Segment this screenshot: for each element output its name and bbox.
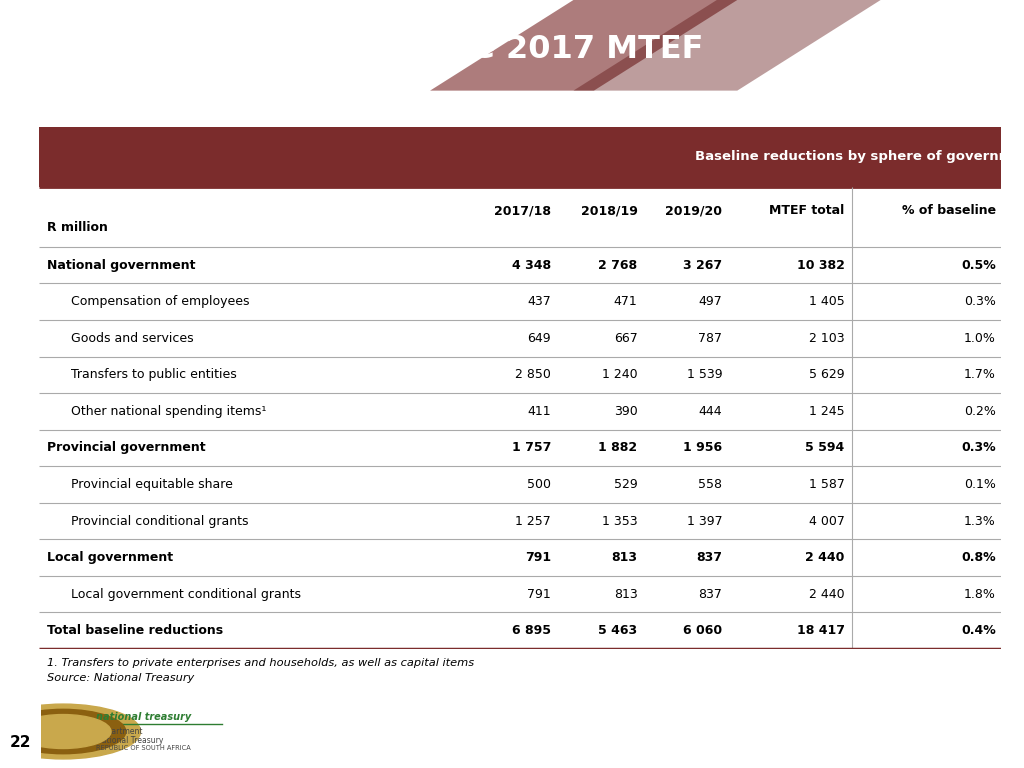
Text: 1 405: 1 405: [809, 295, 845, 308]
Circle shape: [15, 714, 111, 749]
Text: 3 267: 3 267: [683, 259, 722, 272]
Text: 5 594: 5 594: [805, 442, 845, 455]
Text: 437: 437: [527, 295, 551, 308]
Text: 390: 390: [613, 405, 638, 418]
Text: Source: National Treasury: Source: National Treasury: [47, 673, 194, 683]
Text: 2 440: 2 440: [809, 588, 845, 601]
Text: 2 440: 2 440: [805, 551, 845, 564]
Text: 1 257: 1 257: [515, 515, 551, 528]
Text: national treasury: national treasury: [96, 711, 191, 721]
Text: 0.3%: 0.3%: [962, 442, 995, 455]
Text: Provincial conditional grants: Provincial conditional grants: [71, 515, 248, 528]
Text: 1 240: 1 240: [602, 369, 638, 381]
Text: 1.3%: 1.3%: [964, 515, 995, 528]
Text: 4 007: 4 007: [809, 515, 845, 528]
Text: 1 882: 1 882: [598, 442, 638, 455]
Bar: [39, 127, 1001, 187]
Text: Compensation of employees: Compensation of employees: [71, 295, 249, 308]
Text: National Treasury: National Treasury: [96, 736, 164, 744]
Text: 649: 649: [527, 332, 551, 345]
Text: 5 463: 5 463: [598, 624, 638, 637]
Text: 2 768: 2 768: [598, 259, 638, 272]
Text: Department: Department: [96, 727, 142, 736]
Text: 529: 529: [613, 478, 638, 491]
Text: 667: 667: [613, 332, 638, 345]
Circle shape: [0, 710, 126, 753]
Text: Provincial government: Provincial government: [47, 442, 205, 455]
Text: 791: 791: [527, 588, 551, 601]
Text: Other national spending items¹: Other national spending items¹: [71, 405, 266, 418]
Text: 1 539: 1 539: [687, 369, 722, 381]
Text: 497: 497: [698, 295, 722, 308]
Text: 813: 813: [611, 551, 638, 564]
Text: 1 587: 1 587: [809, 478, 845, 491]
Text: 0.5%: 0.5%: [961, 259, 995, 272]
Text: Local government conditional grants: Local government conditional grants: [71, 588, 301, 601]
Polygon shape: [573, 0, 881, 91]
Text: REPUBLIC OF SOUTH AFRICA: REPUBLIC OF SOUTH AFRICA: [96, 746, 191, 752]
Text: 2019/20: 2019/20: [666, 204, 722, 217]
Text: Provincial equitable share: Provincial equitable share: [71, 478, 232, 491]
Text: 18 417: 18 417: [797, 624, 845, 637]
Text: 787: 787: [698, 332, 722, 345]
Text: 0.4%: 0.4%: [961, 624, 995, 637]
Text: Local government: Local government: [47, 551, 173, 564]
Text: 0.1%: 0.1%: [964, 478, 995, 491]
Text: 1 757: 1 757: [512, 442, 551, 455]
Text: 471: 471: [613, 295, 638, 308]
Text: 1 353: 1 353: [602, 515, 638, 528]
Text: 558: 558: [698, 478, 722, 491]
Text: 0.2%: 0.2%: [964, 405, 995, 418]
Text: 0.3%: 0.3%: [964, 295, 995, 308]
Text: 837: 837: [698, 588, 722, 601]
Text: Total baseline reductions: Total baseline reductions: [47, 624, 223, 637]
Text: 444: 444: [698, 405, 722, 418]
Text: 813: 813: [613, 588, 638, 601]
Text: Baseline reductions in the 2017 MTEF: Baseline reductions in the 2017 MTEF: [23, 35, 703, 65]
Text: 500: 500: [527, 478, 551, 491]
Text: 1.7%: 1.7%: [964, 369, 995, 381]
Text: 837: 837: [696, 551, 722, 564]
Text: 1. Transfers to private enterprises and households, as well as capital items: 1. Transfers to private enterprises and …: [47, 658, 474, 668]
Text: 1.8%: 1.8%: [964, 588, 995, 601]
Circle shape: [0, 704, 140, 759]
Text: 1 397: 1 397: [687, 515, 722, 528]
Text: 2 850: 2 850: [515, 369, 551, 381]
Text: 2018/19: 2018/19: [581, 204, 638, 217]
Text: 4 348: 4 348: [512, 259, 551, 272]
Text: Baseline reductions by sphere of government: Baseline reductions by sphere of governm…: [694, 151, 1024, 164]
Text: 2017/18: 2017/18: [494, 204, 551, 217]
Polygon shape: [430, 0, 737, 91]
Text: 2 103: 2 103: [809, 332, 845, 345]
Text: 1.0%: 1.0%: [964, 332, 995, 345]
Text: 10 382: 10 382: [797, 259, 845, 272]
Text: National government: National government: [47, 259, 196, 272]
Text: 6 895: 6 895: [512, 624, 551, 637]
Text: R million: R million: [47, 221, 108, 234]
Text: 0.8%: 0.8%: [962, 551, 995, 564]
Text: 791: 791: [525, 551, 551, 564]
Text: 22: 22: [10, 735, 32, 750]
Text: 1 956: 1 956: [683, 442, 722, 455]
Text: Goods and services: Goods and services: [71, 332, 194, 345]
Text: 5 629: 5 629: [809, 369, 845, 381]
Text: Transfers to public entities: Transfers to public entities: [71, 369, 237, 381]
Text: 6 060: 6 060: [683, 624, 722, 637]
Text: % of baseline: % of baseline: [901, 204, 995, 217]
Text: 411: 411: [527, 405, 551, 418]
Text: 1 245: 1 245: [809, 405, 845, 418]
Text: MTEF total: MTEF total: [769, 204, 845, 217]
